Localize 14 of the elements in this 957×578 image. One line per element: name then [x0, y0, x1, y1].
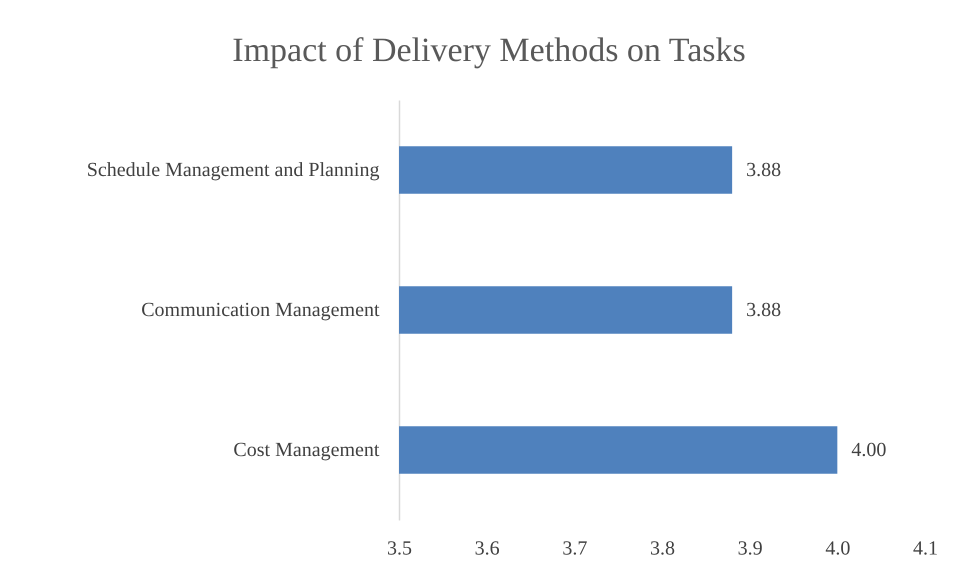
x-tick-label: 3.6: [474, 538, 500, 560]
chart-title: Impact of Delivery Methods on Tasks: [232, 32, 746, 69]
x-tick-label: 3.5: [387, 538, 412, 560]
y-tick-label: Cost Management: [233, 439, 380, 461]
x-tick-label: 4.0: [825, 538, 850, 560]
y-tick-label: Schedule Management and Planning: [86, 159, 380, 181]
x-tick-label: 3.9: [738, 538, 763, 560]
y-tick-label: Communication Management: [141, 299, 380, 321]
data-label: 3.88: [746, 159, 782, 181]
data-label: 3.88: [746, 299, 782, 321]
x-tick-label: 3.8: [650, 538, 675, 560]
x-tick-label: 4.1: [913, 538, 938, 560]
x-tick-label: 3.7: [562, 538, 588, 560]
data-label: 4.00: [851, 439, 886, 461]
